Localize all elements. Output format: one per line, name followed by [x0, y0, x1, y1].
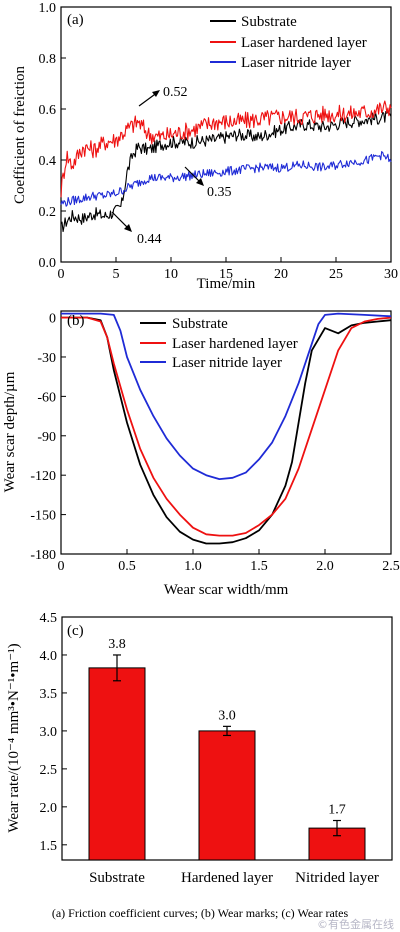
legend-label-nitride: Laser nitride layer	[241, 55, 351, 71]
category-label-nitrided-layer: Nitrided layer	[295, 870, 379, 886]
panel-b-ylabel: Wear scar depth/µm	[2, 371, 18, 492]
panel-b-series-laser-nitride-layer	[61, 312, 392, 481]
panel-a-legend: Substrate Laser hardened layer Laser nit…	[210, 14, 367, 71]
panel-a-xtick-label: 0	[58, 267, 65, 282]
panel-b-series-laser-hardened-layer	[61, 316, 392, 537]
panel-a-ytick-label: 0.6	[39, 103, 57, 118]
value-label-substrate: 3.8	[108, 637, 126, 652]
panel-b-xtick-label: 1.5	[250, 559, 268, 574]
panel-b-ytick-label: -60	[37, 390, 56, 405]
value-label-hardened-layer: 3.0	[218, 708, 236, 723]
panel-b-xtick-label: 0.5	[118, 559, 136, 574]
value-label-nitrided-layer: 1.7	[328, 803, 346, 818]
panel-b-ytick-label: -180	[30, 548, 56, 563]
legend-b-label-substrate: Substrate	[172, 316, 228, 332]
panel-a-xtick-label: 25	[329, 267, 343, 282]
panel-a-xtick-label: 20	[274, 267, 288, 282]
bar-hardened-layer	[198, 730, 256, 861]
panel-b-ytick-label: -90	[37, 430, 56, 445]
panel-a-xtick-label: 15	[219, 267, 233, 282]
panel-a-series-laser-nitride-layer	[60, 151, 392, 207]
panel-b-legend: Substrate Laser hardened layer Laser nit…	[140, 316, 298, 371]
panel-c-ytick-label: 3.0	[40, 725, 58, 740]
panel-c-wear-rate-chart: 1.5 2.0 2.5 3.0 3.5 4.0 4.5 3.8 Substrate 3.0 Har…	[6, 611, 393, 886]
category-label-substrate: Substrate	[89, 870, 145, 886]
panel-a-xlabel: Time/min	[197, 276, 256, 292]
panel-c-ytick-label: 1.5	[40, 839, 58, 854]
panel-a-label: (a)	[67, 12, 84, 28]
panel-b-ytick-label: -150	[30, 509, 56, 524]
panel-b-xtick-label: 1.0	[184, 559, 202, 574]
panel-b-xtick-label: 2.0	[316, 559, 334, 574]
panel-a-annotations: 0.52 0.35 0.44	[111, 85, 232, 247]
panel-b-ytick-label: -30	[37, 351, 56, 366]
annotation-052: 0.52	[163, 85, 188, 100]
panel-a-ytick-label: 1.0	[39, 1, 57, 16]
panel-a-friction-chart: 0 5 10 15 20 25 30 0.0 0.2 0.4 0.6 0.8 1.0 (a) Time/…	[12, 1, 398, 292]
panel-a-xtick-label: 10	[164, 267, 178, 282]
panel-c-ytick-label: 4.5	[40, 611, 58, 626]
panel-a-series-substrate	[60, 110, 392, 233]
figure-caption: (a) Friction coefficient curves; (b) Wea…	[51, 906, 349, 920]
panel-a-ylabel: Coefficient of freiction	[12, 66, 28, 205]
bar-substrate	[88, 667, 146, 861]
watermark: ©有色金属在线	[317, 918, 394, 931]
panel-b-ytick-label: -120	[30, 469, 56, 484]
category-label-hardened-layer: Hardened layer	[181, 870, 273, 886]
panel-b-label: (b)	[67, 313, 85, 329]
annotation-044: 0.44	[137, 232, 162, 247]
panel-c-label: (c)	[67, 623, 84, 639]
panel-c-ytick-label: 4.0	[40, 649, 58, 664]
panel-a-ytick-label: 0.8	[39, 52, 57, 67]
panel-a-ytick-label: 0.4	[39, 154, 57, 169]
panel-c-ytick-label: 3.5	[40, 687, 58, 702]
panel-b-frame	[60, 310, 392, 555]
legend-b-label-nitride: Laser nitride layer	[172, 355, 282, 371]
annotation-035: 0.35	[207, 185, 232, 200]
panel-a-ytick-label: 0.0	[39, 256, 57, 271]
panel-a-series-laser-hardened-layer	[60, 100, 392, 198]
legend-b-label-hardened: Laser hardened layer	[172, 336, 298, 352]
panel-b-wear-scar-chart: 0 0.5 1.0 1.5 2.0 2.5 0 -30 -60 -90 -120 -150 -180 (…	[2, 310, 400, 598]
annotation-arrowhead-044	[124, 224, 132, 232]
panel-b-xtick-label: 0	[58, 559, 65, 574]
panel-b-series-substrate	[61, 316, 392, 545]
legend-label-hardened: Laser hardened layer	[241, 35, 367, 51]
panel-a-xtick-label: 5	[113, 267, 120, 282]
annotation-arrowhead-052	[152, 90, 160, 97]
panel-c-ytick-label: 2.5	[40, 763, 58, 778]
panel-b-ytick-label: 0	[49, 312, 56, 327]
legend-label-substrate: Substrate	[241, 14, 297, 30]
panel-b-xlabel: Wear scar width/mm	[164, 582, 289, 598]
annotation-arrowhead-035	[196, 178, 204, 186]
panel-b-xtick-label: 2.5	[382, 559, 400, 574]
panel-a-xtick-label: 30	[384, 267, 398, 282]
panel-a-ytick-label: 0.2	[39, 205, 57, 220]
panel-c-ytick-label: 2.0	[40, 801, 58, 816]
panel-c-ylabel: Wear rate/(10⁻⁴ mm³•N⁻¹•m⁻¹)	[6, 643, 22, 832]
